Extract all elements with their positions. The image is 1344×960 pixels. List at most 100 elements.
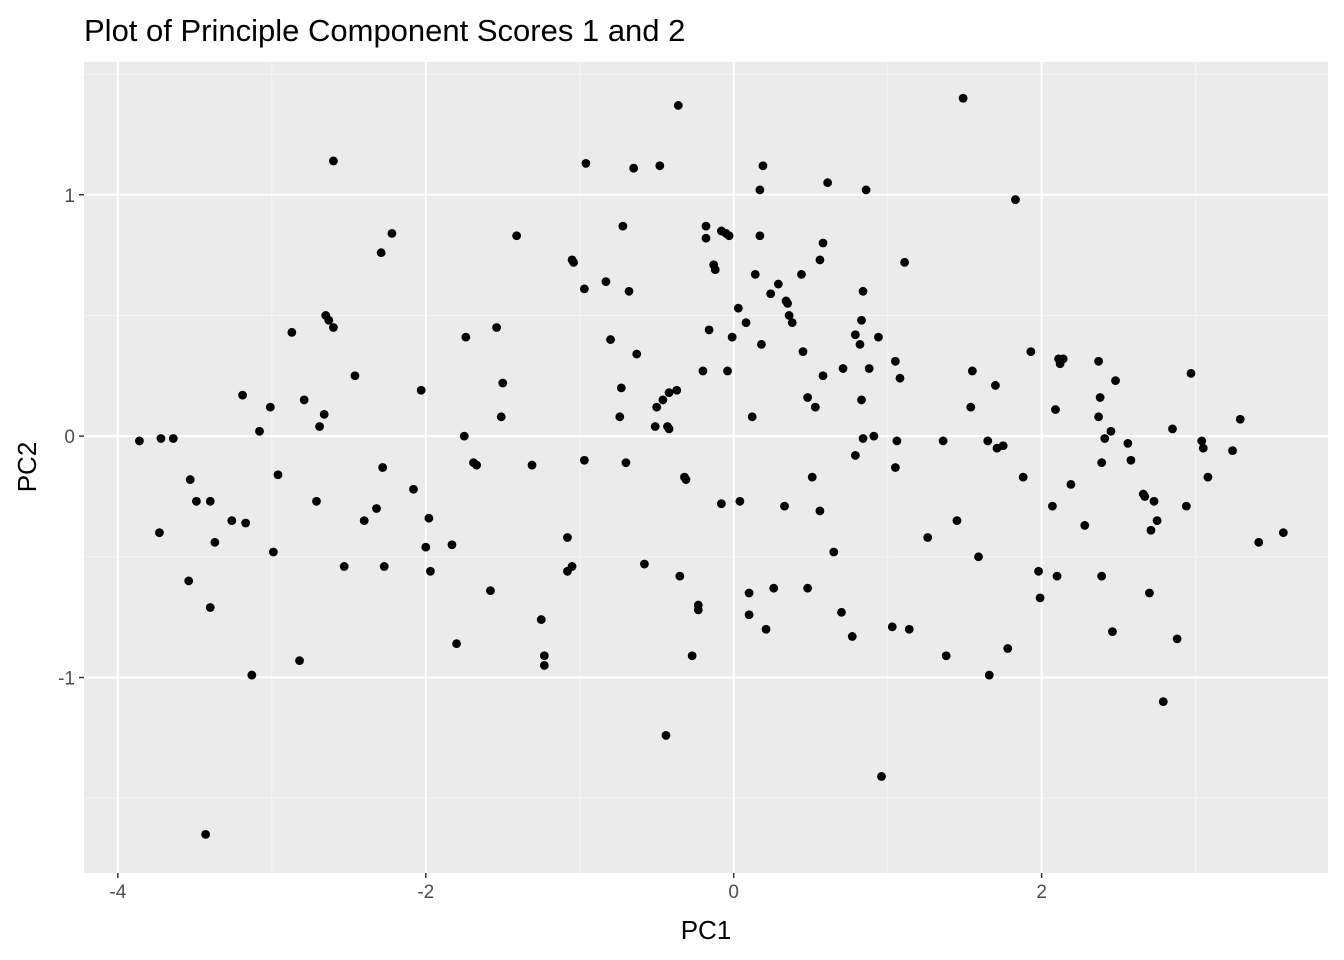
data-point-91 <box>698 366 708 376</box>
data-point-19 <box>287 327 297 337</box>
data-point-140 <box>855 340 865 349</box>
data-point-164 <box>974 552 983 562</box>
data-point-48 <box>486 586 495 595</box>
data-point-158 <box>938 436 948 446</box>
data-point-59 <box>567 562 577 571</box>
data-point-173 <box>1026 347 1036 357</box>
data-point-33 <box>376 248 386 258</box>
y-tick-label-0: -1 <box>58 668 75 689</box>
data-point-194 <box>1126 455 1136 465</box>
data-point-67 <box>615 412 625 422</box>
data-point-23 <box>315 422 324 431</box>
data-point-30 <box>350 371 360 381</box>
data-point-37 <box>409 484 418 494</box>
y-tick-label-1: 0 <box>64 427 75 448</box>
data-point-111 <box>755 185 765 195</box>
data-point-200 <box>1152 516 1162 526</box>
data-points <box>135 93 1288 839</box>
data-point-175 <box>1035 593 1045 603</box>
major-gridlines <box>84 62 1328 873</box>
chart-title: Plot of Principle Component Scores 1 and… <box>84 13 685 48</box>
data-point-80 <box>664 424 674 434</box>
minor-gridlines <box>84 62 1328 873</box>
data-point-139 <box>850 330 860 340</box>
data-point-166 <box>984 670 994 680</box>
data-point-169 <box>998 441 1008 451</box>
data-point-138 <box>850 451 860 460</box>
data-point-132 <box>818 371 828 381</box>
data-point-11 <box>227 516 237 526</box>
data-point-163 <box>967 366 977 376</box>
data-point-212 <box>1278 528 1288 538</box>
data-point-209 <box>1228 446 1237 456</box>
data-point-155 <box>900 257 910 267</box>
data-point-88 <box>687 651 697 661</box>
data-point-189 <box>1100 434 1110 443</box>
data-point-167 <box>991 381 1000 390</box>
data-point-197 <box>1145 588 1154 598</box>
x-axis: -4 -2 0 2 <box>109 873 1047 903</box>
data-point-31 <box>359 516 369 526</box>
data-point-193 <box>1123 438 1133 448</box>
data-point-152 <box>890 463 900 472</box>
data-point-135 <box>837 607 846 617</box>
data-point-145 <box>861 185 871 195</box>
data-point-10 <box>201 829 211 839</box>
data-point-53 <box>527 460 537 470</box>
data-point-27 <box>329 323 338 332</box>
data-point-192 <box>1111 376 1120 386</box>
data-point-178 <box>1052 571 1062 581</box>
data-point-188 <box>1097 571 1107 581</box>
y-axis: -1 0 1 <box>58 186 84 689</box>
data-point-205 <box>1186 368 1196 378</box>
data-point-64 <box>579 455 589 465</box>
data-point-131 <box>818 238 828 248</box>
data-point-90 <box>693 605 703 615</box>
data-point-141 <box>857 395 866 405</box>
data-point-114 <box>761 624 771 634</box>
data-point-165 <box>983 436 993 446</box>
data-point-211 <box>1254 537 1264 547</box>
data-point-123 <box>797 270 806 279</box>
data-point-191 <box>1108 627 1117 637</box>
data-point-65 <box>601 277 611 287</box>
data-point-8 <box>210 537 220 547</box>
data-point-62 <box>579 284 589 294</box>
data-point-45 <box>461 332 471 342</box>
data-point-203 <box>1172 634 1182 644</box>
data-point-52 <box>512 231 522 241</box>
data-point-186 <box>1095 393 1105 402</box>
data-point-15 <box>238 390 247 400</box>
data-point-77 <box>655 161 665 171</box>
data-point-70 <box>621 458 631 468</box>
data-point-104 <box>735 496 745 506</box>
data-point-100 <box>724 231 734 241</box>
data-point-206 <box>1197 436 1207 446</box>
data-point-150 <box>887 622 897 632</box>
data-point-116 <box>769 583 779 593</box>
data-point-71 <box>624 286 634 296</box>
data-point-93 <box>701 233 711 243</box>
data-point-176 <box>1048 501 1057 511</box>
plot-panel <box>84 62 1328 873</box>
data-point-28 <box>329 156 338 166</box>
data-point-182 <box>1066 479 1076 489</box>
data-point-3 <box>168 434 178 443</box>
data-point-196 <box>1140 492 1150 501</box>
data-point-177 <box>1051 405 1060 414</box>
data-point-210 <box>1235 414 1245 424</box>
data-point-2 <box>156 434 166 443</box>
data-point-142 <box>857 315 866 325</box>
y-axis-title: PC2 <box>12 442 42 493</box>
data-point-107 <box>744 610 754 620</box>
data-point-159 <box>941 651 951 661</box>
data-point-6 <box>191 496 201 506</box>
data-point-110 <box>755 231 765 241</box>
data-point-102 <box>727 332 737 342</box>
data-point-18 <box>273 470 283 480</box>
data-point-156 <box>904 624 914 634</box>
data-point-202 <box>1168 424 1177 434</box>
data-point-51 <box>498 378 508 388</box>
data-point-75 <box>650 422 660 431</box>
